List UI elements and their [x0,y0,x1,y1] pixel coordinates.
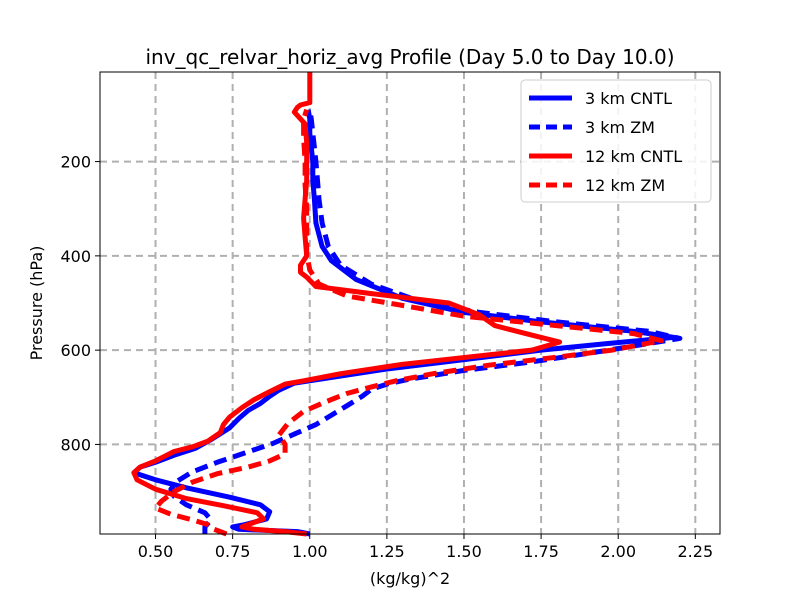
series-line-12-km-cntl [131,72,563,537]
x-tick-label: 2.25 [678,542,714,561]
legend-label-3-km-cntl: 3 km CNTL [585,89,672,108]
x-axis: 0.50 0.75 1.00 1.25 1.50 1.75 2.00 2.25 [138,534,713,561]
y-tick-label: 200 [60,153,91,172]
x-tick-label: 1.50 [446,542,482,561]
chart-title: inv_qc_relvar_horiz_avg Profile (Day 5.0… [145,45,674,69]
legend-box [520,79,712,203]
legend: 3 km CNTL 3 km ZM 12 km CNTL 12 km ZM [520,79,712,203]
x-tick-label: 0.50 [138,542,174,561]
y-tick-label: 400 [60,247,91,266]
x-axis-title: (kg/kg)^2 [370,569,450,588]
legend-label-12-km-cntl: 12 km CNTL [585,147,682,166]
y-axis: 200 400 600 800 [60,153,100,454]
x-tick-label: 1.00 [292,542,328,561]
series-line-3-km-cntl [131,109,677,537]
y-axis-title: Pressure (hPa) [27,246,46,361]
plot-frame [99,71,721,535]
legend-label-12-km-zm: 12 km ZM [585,176,665,195]
x-tick-label: 0.75 [215,542,251,561]
y-tick-label: 600 [60,341,91,360]
x-tick-label: 1.25 [369,542,405,561]
x-tick-label: 2.00 [600,542,636,561]
series-line-12-km-zm [153,108,664,537]
x-tick-label: 1.75 [523,542,559,561]
y-tick-label: 800 [60,435,91,454]
series-layer [131,72,683,537]
legend-label-3-km-zm: 3 km ZM [585,118,655,137]
